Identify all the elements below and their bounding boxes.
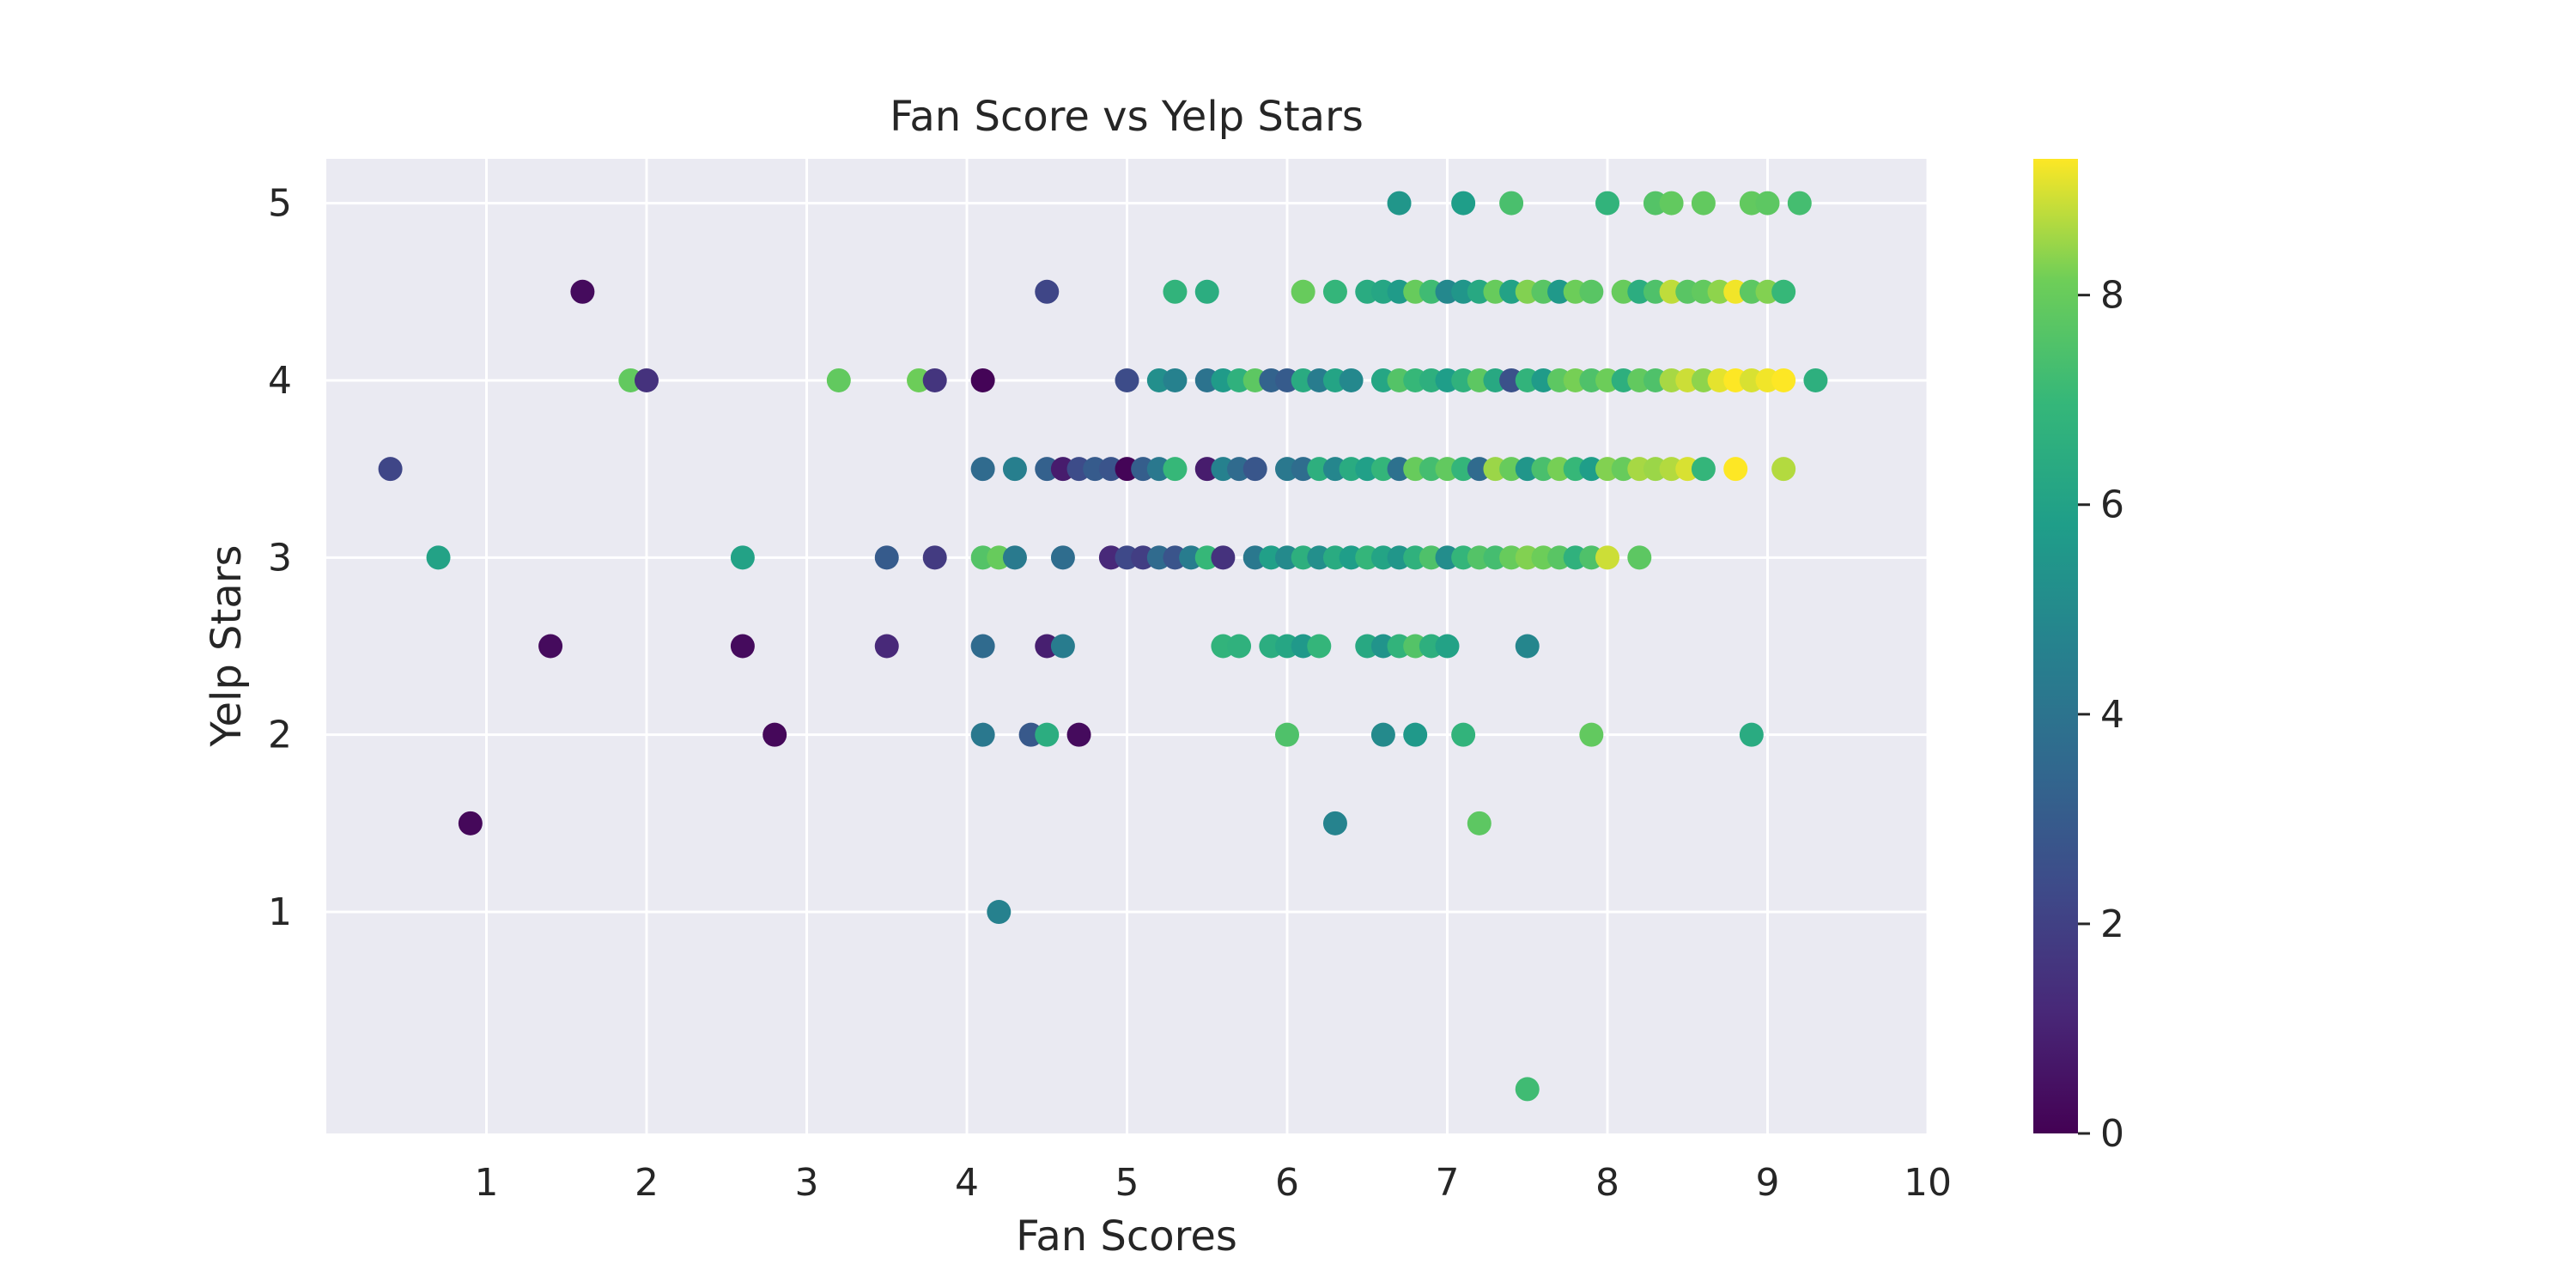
scatter-point <box>538 634 563 659</box>
scatter-point <box>1771 368 1796 392</box>
scatter-point <box>1755 191 1780 216</box>
scatter-point <box>1723 457 1748 482</box>
colorbar-tick-label: 6 <box>2100 483 2124 527</box>
scatter-point <box>1787 191 1812 216</box>
x-tick-label: 3 <box>795 1161 819 1205</box>
scatter-point <box>1050 634 1075 659</box>
scatter-point <box>1211 545 1236 570</box>
scatter-point <box>1291 279 1315 304</box>
y-tick-label: 1 <box>268 890 292 934</box>
chart-title: Fan Score vs Yelp Stars <box>890 93 1364 141</box>
y-tick-label: 3 <box>268 536 292 580</box>
scatter-point <box>635 368 659 392</box>
scatter-point <box>1370 722 1395 747</box>
scatter-point <box>458 811 483 835</box>
scatter-point <box>1691 191 1716 216</box>
scatter-point <box>1227 634 1252 659</box>
scatter-point <box>970 634 995 659</box>
scatter-point <box>1595 545 1619 570</box>
scatter-point <box>826 368 851 392</box>
x-tick-label: 2 <box>635 1161 659 1205</box>
colorbar-tick-label: 0 <box>2100 1112 2124 1156</box>
scatter-point <box>922 545 947 570</box>
scatter-point <box>1771 279 1796 304</box>
scatter-point <box>922 368 947 392</box>
x-tick-label: 5 <box>1115 1161 1139 1205</box>
data-points <box>378 191 1828 1102</box>
scatter-point <box>1691 457 1716 482</box>
y-axis-title: Yelp Stars <box>203 545 251 748</box>
scatter-point <box>1451 191 1476 216</box>
scatter-point <box>1066 722 1091 747</box>
scatter-point <box>1435 634 1460 659</box>
scatter-point <box>1163 457 1188 482</box>
x-tick-label: 1 <box>475 1161 499 1205</box>
scatter-point <box>1275 722 1299 747</box>
scatter-point <box>1322 811 1347 835</box>
scatter-point <box>426 545 451 570</box>
scatter-point <box>1515 634 1540 659</box>
x-tick-label: 4 <box>955 1161 979 1205</box>
scatter-point <box>1803 368 1828 392</box>
colorbar-tick-label: 2 <box>2100 902 2124 946</box>
scatter-point <box>1579 722 1604 747</box>
scatter-point <box>1194 279 1219 304</box>
scatter-point <box>1115 368 1139 392</box>
scatter-point <box>1163 368 1188 392</box>
scatter-point <box>378 457 403 482</box>
y-tick-label: 5 <box>268 182 292 226</box>
scatter-point <box>1163 279 1188 304</box>
scatter-point <box>1467 811 1492 835</box>
scatter-point <box>1339 368 1364 392</box>
scatter-point <box>730 634 755 659</box>
x-tick-label: 10 <box>1904 1161 1952 1205</box>
scatter-point <box>762 722 787 747</box>
scatter-point <box>970 368 995 392</box>
colorbar-tick-label: 8 <box>2100 274 2124 318</box>
scatter-point <box>1595 191 1619 216</box>
colorbar-tick-label: 4 <box>2100 693 2124 737</box>
scatter-point <box>1050 545 1075 570</box>
scatter-point <box>1002 545 1027 570</box>
scatter-point <box>1499 191 1524 216</box>
scatter-point <box>1242 457 1267 482</box>
scatter-point <box>1579 279 1604 304</box>
scatter-point <box>987 900 1012 925</box>
scatter-point <box>1659 191 1684 216</box>
y-tick-label: 4 <box>268 359 292 403</box>
y-tick-labels: 1 2 3 4 5 <box>268 182 292 934</box>
scatter-point <box>1627 545 1652 570</box>
x-tick-label: 7 <box>1436 1161 1460 1205</box>
scatter-point <box>970 457 995 482</box>
scatter-point <box>970 722 995 747</box>
x-tick-label: 8 <box>1595 1161 1619 1205</box>
scatter-point <box>1307 634 1332 659</box>
x-axis-title: Fan Scores <box>1016 1212 1237 1261</box>
scatter-point <box>1035 722 1060 747</box>
x-tick-labels: 1 2 3 4 5 6 7 8 9 10 <box>475 1161 1953 1205</box>
scatter-point <box>874 634 899 659</box>
x-tick-label: 9 <box>1756 1161 1780 1205</box>
scatter-point <box>570 279 595 304</box>
scatter-point <box>1002 457 1027 482</box>
scatter-point <box>1515 1077 1540 1102</box>
scatter-point <box>1387 191 1412 216</box>
scatter-point <box>1771 457 1796 482</box>
colorbar-tick-labels: 0 2 4 6 8 <box>2078 274 2124 1156</box>
colorbar <box>2033 159 2078 1133</box>
scatter-point <box>874 545 899 570</box>
y-tick-label: 2 <box>268 714 292 757</box>
scatter-point <box>1739 722 1764 747</box>
scatter-point <box>1035 279 1060 304</box>
scatter-point <box>730 545 755 570</box>
x-tick-label: 6 <box>1275 1161 1299 1205</box>
scatter-point <box>1322 279 1347 304</box>
scatter-point <box>1451 722 1476 747</box>
scatter-point <box>1403 722 1428 747</box>
